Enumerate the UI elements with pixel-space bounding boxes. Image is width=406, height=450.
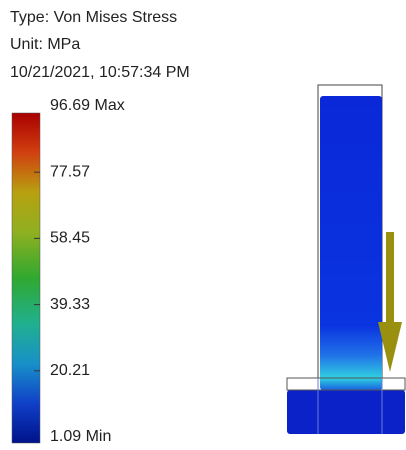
screenshot: Type: Von Mises Stress Unit: MPa 10/21/2… xyxy=(0,0,406,450)
legend-label: 77.57 xyxy=(50,163,90,180)
legend: 96.69 Max 77.57 58.45 39.33 20.21 1.09 Min xyxy=(34,97,125,445)
result-unit: Unit: MPa xyxy=(10,36,80,53)
legend-label: 96.69 Max xyxy=(50,97,125,114)
stress-body xyxy=(320,96,382,390)
legend-label: 1.09 Min xyxy=(50,428,111,445)
stress-base xyxy=(287,390,405,434)
color-bar xyxy=(12,113,40,443)
result-type: Type: Von Mises Stress xyxy=(10,9,177,26)
load-arrow-shaft xyxy=(386,232,394,332)
result-date: 10/21/2021, 10:57:34 PM xyxy=(10,64,190,81)
legend-label: 39.33 xyxy=(50,296,90,313)
legend-label: 20.21 xyxy=(50,362,90,379)
legend-label: 58.45 xyxy=(50,230,90,247)
viewport: Type: Von Mises Stress Unit: MPa 10/21/2… xyxy=(0,0,406,450)
